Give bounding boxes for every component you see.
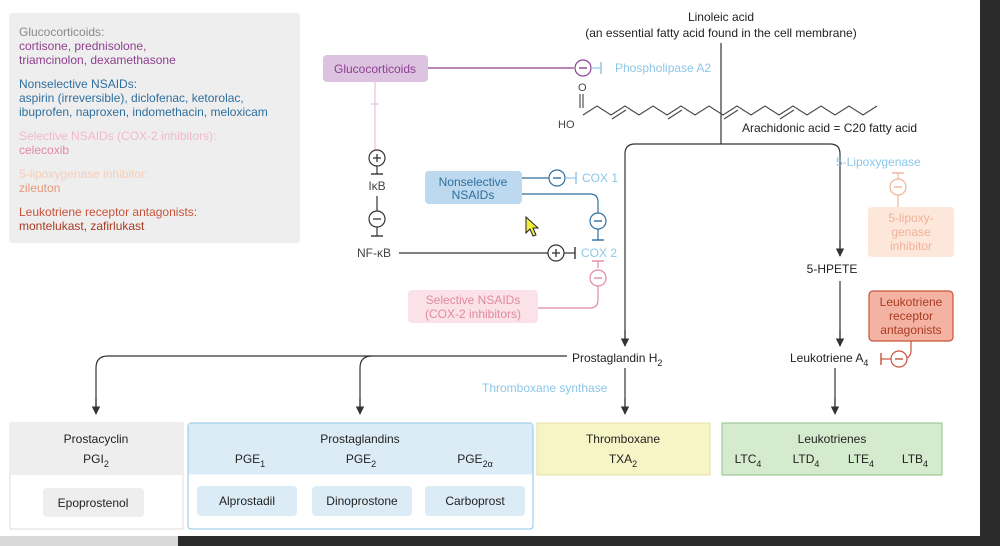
pgh2-to-prostaglandins-line	[359, 355, 373, 410]
cox2-label: COX 2	[581, 246, 617, 260]
legend-cox2-heading: Selective NSAIDs (COX-2 inhibitors):	[19, 129, 216, 143]
ltb4-label: LTB4	[902, 452, 928, 469]
ltc4-label: LTC4	[735, 452, 762, 469]
pge2-label: PGE2	[346, 452, 376, 469]
cox1-label: COX 1	[582, 171, 618, 185]
legend-glucocorticoids-drugs-1: cortisone, prednisolone,	[19, 39, 146, 53]
legend-cox2-drugs: celecoxib	[19, 143, 69, 157]
pge1-label: PGE1	[235, 452, 265, 469]
alprostadil-label: Alprostadil	[219, 494, 275, 508]
ltra-label-3: antagonists	[880, 323, 941, 337]
legend-nsaids-heading: Nonselective NSAIDs:	[19, 77, 137, 91]
lipoxygenase-label: 5-Lipoxygenase	[836, 155, 921, 169]
linoleic-acid-description: (an essential fatty acid found in the ce…	[585, 26, 856, 40]
hpete-label: 5-HPETE	[807, 262, 858, 276]
nfkb-label: NF-κB	[357, 246, 391, 260]
bottom-bar-tab	[0, 536, 178, 546]
legend-glucocorticoids-drugs-2: triamcinolon, dexamethasone	[19, 53, 176, 67]
carbonyl-oxygen-label: O	[578, 82, 587, 94]
mouse-cursor-icon	[525, 215, 540, 237]
ltra-label-1: Leukotriene	[880, 295, 943, 309]
hydroxyl-label: HO	[558, 119, 575, 131]
nonselective-nsaids-node[interactable]	[425, 171, 522, 204]
glucocorticoids-node[interactable]	[323, 55, 428, 82]
thromboxane-synthase-label: Thromboxane synthase	[482, 381, 608, 395]
prostacyclin-title: Prostacyclin	[64, 432, 129, 446]
lipox-inhibitor-label-3: inhibitor	[890, 239, 932, 253]
txa2-label: TXA2	[609, 452, 637, 469]
phospholipase-label: Phospholipase A2	[615, 61, 711, 75]
dinoprostone-chip[interactable]	[312, 486, 412, 516]
dinoprostone-label: Dinoprostone	[326, 494, 398, 508]
legend-nsaids-drugs-2: ibuprofen, naproxen, indomethacin, melox…	[19, 105, 268, 119]
linoleic-acid-label: Linoleic acid	[688, 10, 754, 24]
pgh2-to-prostacyclin-line	[95, 355, 567, 410]
arachidonic-acid-label: Arachidonic acid = C20 fatty acid	[742, 121, 917, 135]
ltra-label-2: receptor	[889, 309, 933, 323]
lipox-inhibitor-label-2: genase	[891, 225, 931, 239]
carboprost-chip[interactable]	[425, 486, 525, 516]
thromboxane-title: Thromboxane	[586, 432, 660, 446]
selective-nsaids-node[interactable]	[408, 290, 538, 323]
leukotrienes-box	[721, 422, 943, 476]
legend-lipox-drugs: zileuton	[19, 181, 60, 195]
selective-nsaids-inhibition-line	[538, 286, 599, 309]
lipoxygenase-inhibitor-node[interactable]	[868, 207, 954, 257]
prostaglandins-title: Prostaglandins	[320, 432, 399, 446]
leukotrienes-title: Leukotrienes	[798, 432, 867, 446]
epoprostenol-label: Epoprostenol	[58, 496, 129, 510]
lte4-label: LTE4	[848, 452, 874, 469]
legend-nsaids-drugs-1: aspirin (irreversible), diclofenac, keto…	[19, 91, 244, 105]
lta4-label: Leukotriene A4	[790, 351, 868, 368]
legend-ltra-heading: Leukotriene receptor antagonists:	[19, 205, 197, 219]
glucocorticoids-node-label: Glucocorticoids	[334, 62, 416, 76]
legend-glucocorticoids-heading: Glucocorticoids:	[19, 25, 104, 39]
ikb-label: IκB	[368, 179, 385, 193]
lipox-inhibitor-label-1: 5-lipoxy-	[888, 211, 933, 225]
pgh2-label: Prostaglandin H2	[572, 351, 662, 368]
nsaids-node-label-2: NSAIDs	[452, 188, 495, 202]
nsaids-to-cox2-line	[522, 193, 599, 213]
arachidonic-branch-lines	[624, 120, 841, 346]
arachidonic-acid-structure	[579, 94, 878, 120]
selective-nsaids-label-1: Selective NSAIDs	[426, 293, 521, 307]
pgi2-label: PGI2	[83, 452, 109, 469]
selective-nsaids-label-2: (COX-2 inhibitors)	[425, 307, 521, 321]
alprostadil-chip[interactable]	[197, 486, 297, 516]
thromboxane-box	[536, 422, 711, 476]
pge2a-label: PGE2α	[457, 452, 493, 469]
legend-ltra-drugs: montelukast, zafirlukast	[19, 219, 145, 233]
ltd4-label: LTD4	[793, 452, 820, 469]
legend-lipox-heading: 5-lipoxygenase inhibitor:	[19, 167, 148, 181]
legend-panel	[9, 13, 300, 243]
window-bottom-bar	[0, 536, 1000, 546]
epoprostenol-chip[interactable]	[43, 488, 144, 517]
nsaids-node-label-1: Nonselective	[439, 175, 508, 189]
window-scrollbar[interactable]	[980, 0, 1000, 546]
carboprost-label: Carboprost	[445, 494, 505, 508]
pathway-diagram: Glucocorticoids: cortisone, prednisolone…	[9, 10, 954, 530]
